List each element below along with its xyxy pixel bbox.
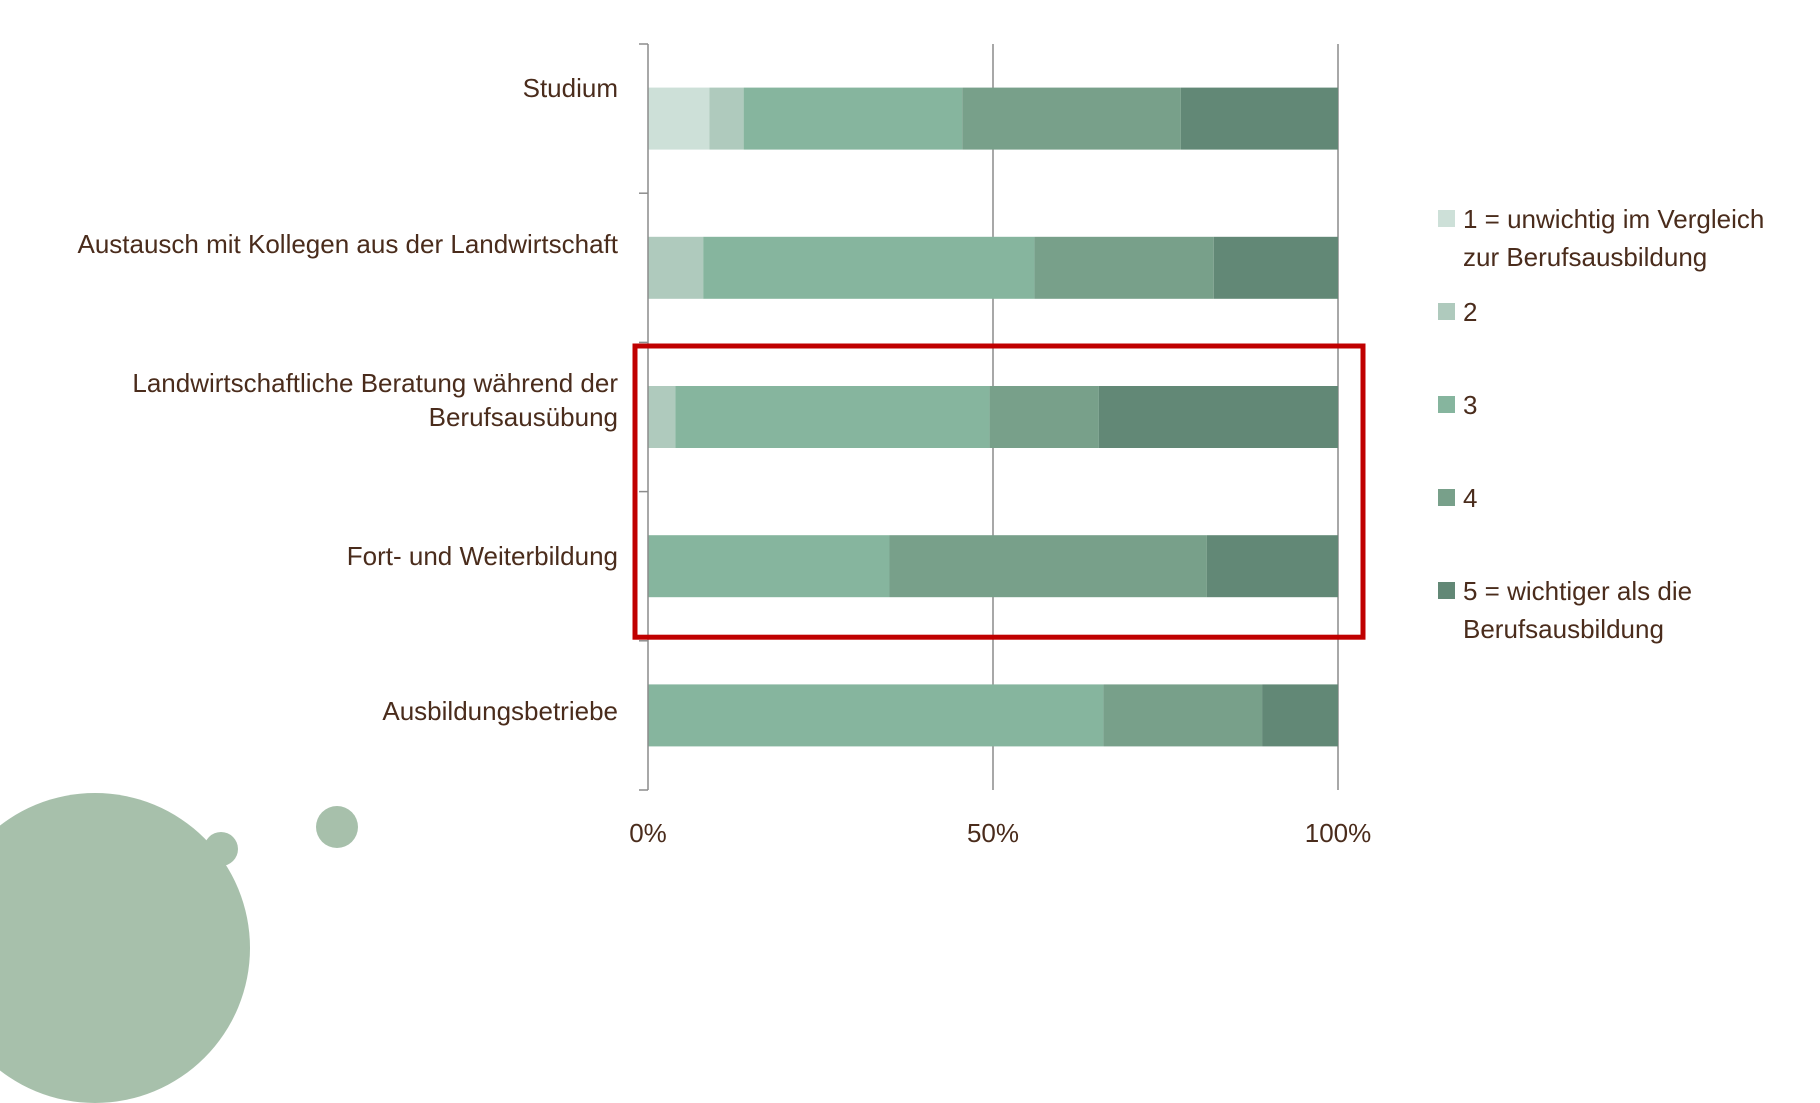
legend-swatch-5 (1438, 582, 1455, 599)
legend-item-3: 3 (1438, 386, 1477, 424)
bar-cat2-series4 (1034, 236, 1214, 299)
bar-cat1-series5 (1180, 87, 1338, 150)
legend-swatch-1 (1438, 210, 1455, 227)
bar-cat2-series2 (648, 236, 704, 299)
legend-item-1: 1 = unwichtig im Vergleich zur Berufsaus… (1438, 200, 1764, 276)
legend-swatch-2 (1438, 303, 1455, 320)
bar-cat5-series3 (648, 684, 1104, 747)
legend-item-4: 4 (1438, 479, 1477, 517)
legend-label-2: 2 (1463, 297, 1478, 327)
legend-swatch-4 (1438, 489, 1455, 506)
bar-segments (648, 87, 1338, 747)
bar-cat4-series4 (889, 535, 1207, 598)
bar-cat1-series3 (743, 87, 963, 150)
category-label-austausch: Austausch mit Kollegen aus der Landwirts… (77, 229, 618, 259)
bar-cat1-series1 (648, 87, 710, 150)
legend-label-1: 1 = unwichtig im Vergleich zur Berufsaus… (1463, 204, 1765, 272)
x-tick-label-100: 100% (1304, 818, 1372, 848)
legend-label-3: 3 (1463, 390, 1478, 420)
bar-cat3-series2 (648, 386, 676, 448)
decorative-circle-medium (316, 806, 358, 848)
highlight-box (632, 343, 1366, 640)
bar-cat3-series4 (989, 386, 1099, 448)
bar-cat3-series3 (675, 386, 990, 448)
bar-cat2-series3 (703, 236, 1035, 299)
x-tick-label-50: 50% (966, 818, 1020, 848)
bar-cat4-series5 (1206, 535, 1338, 598)
bar-cat4-series3 (648, 535, 890, 598)
bar-cat3-series5 (1098, 386, 1338, 448)
legend-item-2: 2 (1438, 293, 1477, 331)
decorative-circle-small (204, 832, 238, 866)
legend-swatch-3 (1438, 396, 1455, 413)
x-tick-label-0: 0% (629, 818, 667, 848)
category-label-beratung: Landwirtschaftliche Beratung während der… (132, 368, 618, 432)
bar-cat2-series5 (1213, 236, 1338, 299)
category-label-fortbildung: Fort- und Weiterbildung (346, 541, 618, 571)
bar-cat5-series4 (1103, 684, 1263, 747)
legend-item-5: 5 = wichtiger als die Berufsausbildung (1438, 572, 1692, 648)
category-label-ausbildungsbetriebe: Ausbildungsbetriebe (382, 696, 618, 726)
y-axis (639, 43, 649, 791)
stacked-bar-chart (632, 43, 1366, 791)
bar-cat5-series5 (1262, 684, 1338, 747)
category-label-studium: Studium (522, 73, 618, 103)
legend-label-5: 5 = wichtiger als die Berufsausbildung (1463, 576, 1693, 644)
legend-label-4: 4 (1463, 483, 1478, 513)
bar-cat1-series4 (962, 87, 1181, 150)
bar-cat1-series2 (709, 87, 744, 150)
